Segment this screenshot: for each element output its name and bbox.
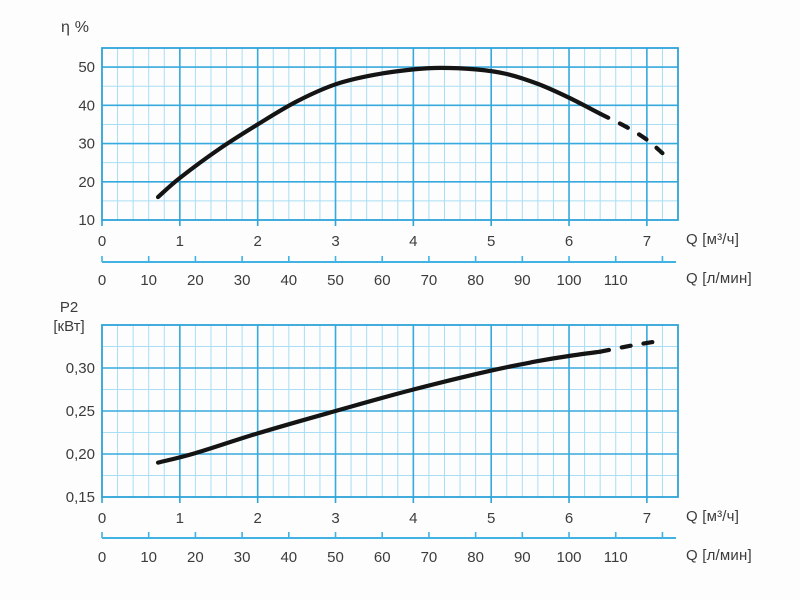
lpm-tick-label: 80 [467, 549, 484, 566]
lpm-tick-label: 30 [234, 549, 251, 566]
lpm-tick-label: 100 [557, 549, 582, 566]
power-x-axis-title-lmin: Q [л/мин] [686, 547, 752, 564]
y-axis: 0,15 0,20 0,25 0,30 [66, 360, 95, 506]
lpm-tick-label: 40 [280, 272, 297, 289]
lpm-tick-label: 0 [98, 549, 106, 566]
y-tick-label: 0,15 [66, 489, 95, 506]
x-tick-label: 5 [487, 233, 495, 250]
lpm-tick-label: 20 [187, 272, 204, 289]
y-tick-label: 40 [78, 97, 95, 114]
efficiency-y-axis-title: η % [61, 19, 90, 36]
lpm-tick-label: 90 [514, 272, 531, 289]
x-tick-label: 0 [98, 233, 106, 250]
lpm-tick-label: 20 [187, 549, 204, 566]
lpm-tick-label: 40 [280, 549, 297, 566]
lpm-tick-label: 50 [327, 549, 344, 566]
x-tick-label: 2 [254, 233, 262, 250]
power-curve-extrapolated [598, 338, 665, 354]
lpm-tick-label: 70 [421, 549, 438, 566]
power-y-axis-title-line1: P2 [59, 299, 79, 316]
power-y-axis-title: P2 [кВт] [40, 298, 98, 336]
x-tick-label: 1 [176, 233, 184, 250]
lpm-tick-label: 70 [421, 272, 438, 289]
lpm-tick-label: 50 [327, 272, 344, 289]
x-tick-label: 6 [565, 510, 573, 527]
y-tick-label: 0,25 [66, 403, 95, 420]
lpm-tick-label: 10 [140, 549, 157, 566]
x-tick-label: 7 [643, 510, 651, 527]
x-tick-label: 3 [331, 233, 339, 250]
x-tick-label: 7 [643, 233, 651, 250]
lpm-tick-label: 90 [514, 549, 531, 566]
lpm-tick-label: 110 [604, 272, 628, 289]
x-axis-secondary: 0 10 20 30 40 50 60 70 80 90 100 110 [98, 256, 676, 289]
lpm-tick-label: 30 [234, 272, 251, 289]
efficiency-curve [155, 65, 603, 200]
x-tick-label: 2 [254, 510, 262, 527]
y-tick-label: 50 [78, 59, 95, 76]
x-tick-label: 5 [487, 510, 495, 527]
y-tick-label: 0,30 [66, 360, 95, 377]
x-axis-primary: 0 1 2 3 4 5 6 7 [98, 497, 651, 527]
lpm-tick-label: 80 [467, 272, 484, 289]
lpm-tick-label: 0 [98, 272, 106, 289]
power-y-axis-title-line2: [кВт] [53, 318, 85, 335]
power-chart: 0 1 2 3 4 5 6 7 0,15 0,20 0,25 0,30 0 10 20 30 40 50 60 70 8… [66, 324, 679, 566]
y-tick-label: 30 [78, 136, 95, 153]
lpm-tick-label: 60 [374, 549, 391, 566]
x-tick-label: 0 [98, 510, 106, 527]
x-tick-label: 4 [409, 510, 417, 527]
lpm-tick-label: 10 [140, 272, 157, 289]
efficiency-x-axis-title-lmin: Q [л/мин] [686, 270, 752, 287]
lpm-tick-label: 100 [557, 272, 582, 289]
y-tick-label: 20 [78, 174, 95, 191]
y-axis: 10 20 30 40 50 [78, 59, 95, 229]
efficiency-curve-extrapolated [598, 111, 665, 156]
x-axis-primary: 0 1 2 3 4 5 6 7 [98, 220, 651, 250]
y-tick-label: 10 [78, 212, 95, 229]
lpm-tick-label: 110 [604, 549, 628, 566]
power-x-axis-title-m3h: Q [м³/ч] [686, 508, 740, 525]
x-axis-secondary: 0 10 20 30 40 50 60 70 80 90 100 110 [98, 532, 676, 566]
x-tick-label: 3 [331, 510, 339, 527]
x-tick-label: 1 [176, 510, 184, 527]
power-curve [155, 349, 603, 465]
y-tick-label: 0,20 [66, 446, 95, 463]
plot-frame [101, 324, 679, 498]
efficiency-x-axis-title-m3h: Q [м³/ч] [686, 231, 740, 248]
x-tick-label: 4 [409, 233, 417, 250]
lpm-tick-label: 60 [374, 272, 391, 289]
plot-frame [101, 47, 679, 221]
x-tick-label: 6 [565, 233, 573, 250]
